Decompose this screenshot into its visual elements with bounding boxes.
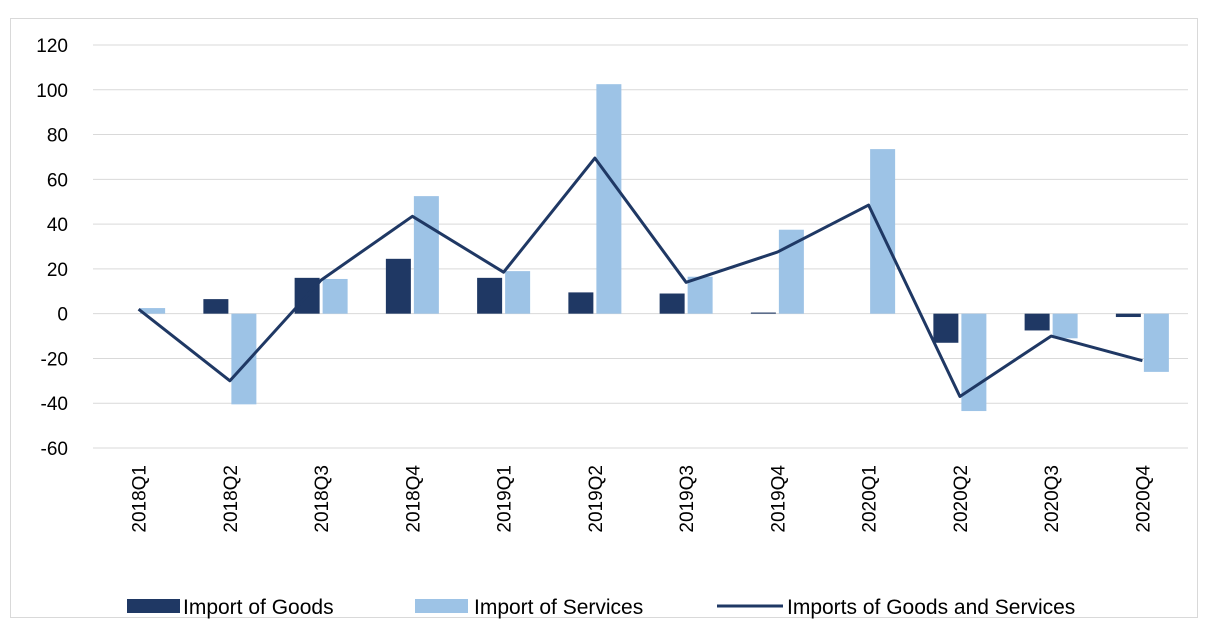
bar-import-of-services [413, 196, 439, 314]
bar-import-of-goods [933, 313, 959, 343]
y-tick-label: 80 [47, 126, 68, 147]
bar-import-of-services [322, 278, 348, 314]
bar-import-of-goods [659, 293, 685, 314]
bar-import-of-services [961, 313, 987, 412]
bar-import-of-goods [203, 299, 229, 314]
bar-import-of-services [687, 276, 713, 314]
x-tick-label: 2020Q4 [1133, 465, 1154, 533]
bar-import-of-goods [1024, 313, 1050, 331]
gridlines [93, 44, 1188, 449]
bar-import-of-goods [568, 292, 594, 314]
x-tick-label: 2020Q3 [1042, 465, 1063, 533]
bars [140, 84, 1169, 412]
x-tick-label: 2019Q3 [677, 465, 698, 533]
x-tick-label: 2020Q1 [860, 465, 881, 533]
y-tick-label: -20 [41, 349, 68, 370]
x-tick-label: 2020Q2 [951, 465, 972, 533]
bar-import-of-goods [1115, 313, 1141, 318]
y-tick-label: 0 [57, 305, 68, 326]
legend: Import of Goods Import of Services Imports… [127, 596, 1075, 619]
legend-label: Imports of Goods and Services [787, 596, 1075, 619]
bar-import-of-services [596, 84, 622, 314]
y-tick-label: 120 [36, 36, 68, 57]
series-line [137, 156, 1143, 398]
y-tick-label: -40 [41, 394, 68, 415]
bar-import-of-goods [750, 312, 776, 314]
bar-import-of-services [231, 313, 257, 405]
y-tick-label: 100 [36, 81, 68, 102]
x-tick-label: 2019Q1 [495, 465, 516, 533]
x-tick-label: 2019Q4 [768, 465, 789, 533]
x-tick-label: 2018Q3 [312, 465, 333, 533]
bar-import-of-services [505, 271, 531, 314]
legend-label: Import of Services [474, 596, 643, 619]
x-axis-tick-labels: 2018Q1 2018Q2 2018Q3 2018Q4 2019Q1 2019Q2 2019… [130, 465, 1155, 533]
legend-label: Import of Goods [183, 596, 334, 619]
x-tick-label: 2018Q2 [221, 465, 242, 533]
legend-swatch [127, 599, 180, 613]
bar-import-of-goods [385, 258, 411, 314]
y-tick-label: 60 [47, 170, 68, 191]
legend-swatch [415, 599, 468, 613]
y-tick-label: 20 [47, 260, 68, 281]
line-imports-of-goods-and-services [137, 156, 1143, 398]
bar-import-of-services [140, 308, 166, 314]
bar-import-of-services [1143, 313, 1169, 372]
bar-import-of-services [778, 229, 804, 314]
x-tick-label: 2019Q2 [586, 465, 607, 533]
x-tick-label: 2018Q4 [403, 465, 424, 533]
y-tick-label: -60 [41, 439, 68, 460]
bar-import-of-goods [477, 277, 503, 314]
x-tick-label: 2018Q1 [130, 465, 151, 533]
y-tick-label: 40 [47, 215, 68, 236]
y-axis-tick-labels: -60 -40 -20 0 20 40 60 80 100 120 [36, 36, 68, 460]
bar-import-of-services [1052, 313, 1078, 339]
